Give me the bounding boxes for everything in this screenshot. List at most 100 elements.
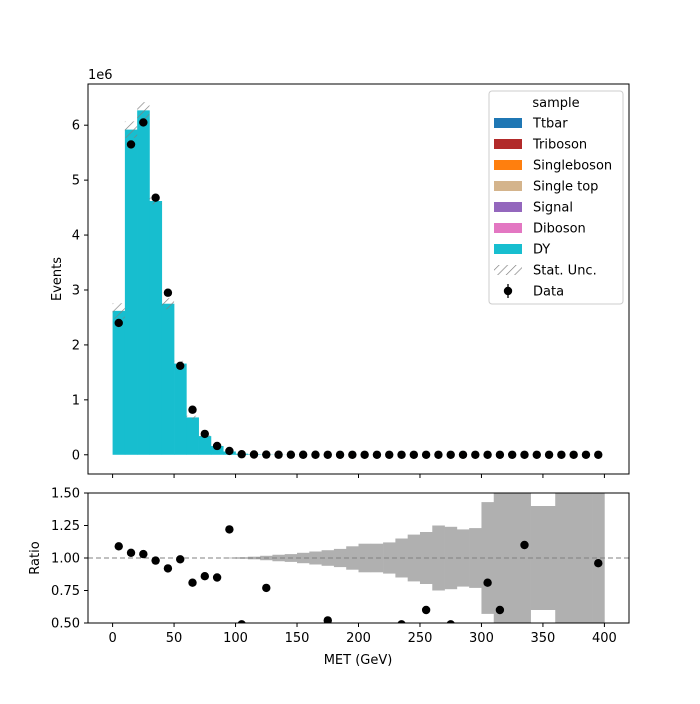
data-point-24 bbox=[410, 451, 418, 459]
ratio-point-9 bbox=[225, 525, 233, 533]
bar-dy-0 bbox=[113, 311, 126, 455]
legend-label-data: Data bbox=[533, 285, 564, 300]
legend-swatch-dy bbox=[494, 244, 522, 254]
data-point-9 bbox=[225, 447, 233, 455]
x-tick-label-1: 50 bbox=[166, 631, 183, 646]
ratio-point-13 bbox=[397, 620, 405, 628]
data-point-2 bbox=[139, 118, 147, 126]
legend-swatch-signal bbox=[494, 202, 522, 212]
data-point-37 bbox=[569, 451, 577, 459]
bar-dy-4 bbox=[162, 304, 175, 455]
data-point-10 bbox=[237, 450, 245, 458]
main-y-tick-label-5: 5 bbox=[72, 174, 80, 189]
data-point-13 bbox=[274, 451, 282, 459]
data-point-1 bbox=[127, 140, 135, 148]
ratio-y-tick-label-4: 1.50 bbox=[51, 487, 80, 502]
legend-swatch-triboson bbox=[494, 139, 522, 149]
stat-unc-bin-2 bbox=[137, 102, 149, 118]
ratio-point-8 bbox=[213, 573, 221, 581]
bar-dy-7 bbox=[199, 436, 212, 455]
ratio-point-6 bbox=[188, 579, 196, 587]
bar-dy-3 bbox=[149, 201, 162, 455]
ratio-y-axis-label: Ratio bbox=[28, 541, 43, 574]
data-point-23 bbox=[397, 451, 405, 459]
legend-label-stat-unc: Stat. Unc. bbox=[533, 264, 597, 279]
data-point-11 bbox=[250, 450, 258, 458]
ratio-point-3 bbox=[151, 556, 159, 564]
legend-label-single-top: Single top bbox=[533, 180, 598, 195]
ratio-y-tick-label-3: 1.25 bbox=[51, 519, 80, 534]
legend-label-singleboson: Singleboson bbox=[533, 159, 612, 174]
ratio-point-1 bbox=[127, 549, 135, 557]
x-tick-label-2: 100 bbox=[223, 631, 248, 646]
data-point-22 bbox=[385, 451, 393, 459]
data-point-16 bbox=[311, 451, 319, 459]
ratio-y-tick-label-2: 1.00 bbox=[51, 552, 80, 567]
ratio-point-18 bbox=[520, 541, 528, 549]
bar-dy-2 bbox=[137, 110, 150, 454]
x-tick-label-7: 350 bbox=[531, 631, 556, 646]
ratio-point-15 bbox=[447, 620, 455, 628]
data-point-39 bbox=[594, 451, 602, 459]
data-point-30 bbox=[483, 451, 491, 459]
x-tick-label-8: 400 bbox=[592, 631, 617, 646]
data-point-8 bbox=[213, 442, 221, 450]
x-tick-label-6: 300 bbox=[469, 631, 494, 646]
data-point-17 bbox=[324, 451, 332, 459]
bar-dy-5 bbox=[174, 364, 187, 455]
legend-swatch-ttbar bbox=[494, 118, 522, 128]
ratio-point-19 bbox=[594, 559, 602, 567]
legend-swatch-stat-unc bbox=[494, 265, 522, 275]
x-tick-label-4: 200 bbox=[346, 631, 371, 646]
legend-marker-data bbox=[504, 287, 512, 295]
data-point-36 bbox=[557, 451, 565, 459]
main-y-tick-label-6: 6 bbox=[72, 119, 80, 134]
data-point-35 bbox=[545, 451, 553, 459]
data-point-27 bbox=[447, 451, 455, 459]
x-tick-label-0: 0 bbox=[108, 631, 116, 646]
data-point-4 bbox=[164, 289, 172, 297]
data-point-15 bbox=[299, 451, 307, 459]
stat-unc-bin-6 bbox=[186, 416, 198, 419]
bar-dy-1 bbox=[125, 130, 138, 455]
main-y-tick-label-2: 2 bbox=[72, 338, 80, 353]
data-point-31 bbox=[496, 451, 504, 459]
data-point-25 bbox=[422, 451, 430, 459]
ratio-point-16 bbox=[483, 579, 491, 587]
main-y-tick-label-1: 1 bbox=[72, 393, 80, 408]
x-axis-label: MET (GeV) bbox=[324, 653, 393, 668]
stat-unc-bin-0 bbox=[113, 303, 125, 318]
ratio-y-tick-label-1: 0.75 bbox=[51, 584, 80, 599]
stat-unc-bin-4 bbox=[162, 298, 174, 309]
ratio-point-11 bbox=[262, 584, 270, 592]
main-y-tick-label-0: 0 bbox=[72, 448, 80, 463]
ratio-point-17 bbox=[496, 606, 504, 614]
data-point-28 bbox=[459, 451, 467, 459]
data-point-26 bbox=[434, 451, 442, 459]
stat-unc-bin-1 bbox=[125, 121, 137, 137]
ratio-point-5 bbox=[176, 555, 184, 563]
legend-swatch-diboson bbox=[494, 223, 522, 233]
ratio-point-10 bbox=[237, 620, 245, 628]
legend-swatch-single-top bbox=[494, 181, 522, 191]
data-point-34 bbox=[533, 451, 541, 459]
legend-label-triboson: Triboson bbox=[532, 138, 587, 153]
ratio-point-0 bbox=[115, 542, 123, 550]
legend-label-dy: DY bbox=[533, 243, 550, 258]
legend-label-ttbar: Ttbar bbox=[532, 117, 568, 132]
main-y-axis-label: Events bbox=[50, 257, 65, 301]
data-point-21 bbox=[373, 451, 381, 459]
data-point-5 bbox=[176, 362, 184, 370]
data-point-7 bbox=[201, 430, 209, 438]
data-point-12 bbox=[262, 450, 270, 458]
ratio-point-4 bbox=[164, 564, 172, 572]
main-x-axis-ticks bbox=[113, 474, 605, 478]
ratio-point-14 bbox=[422, 606, 430, 614]
ratio-point-7 bbox=[201, 572, 209, 580]
data-point-0 bbox=[115, 319, 123, 327]
data-point-6 bbox=[188, 406, 196, 414]
